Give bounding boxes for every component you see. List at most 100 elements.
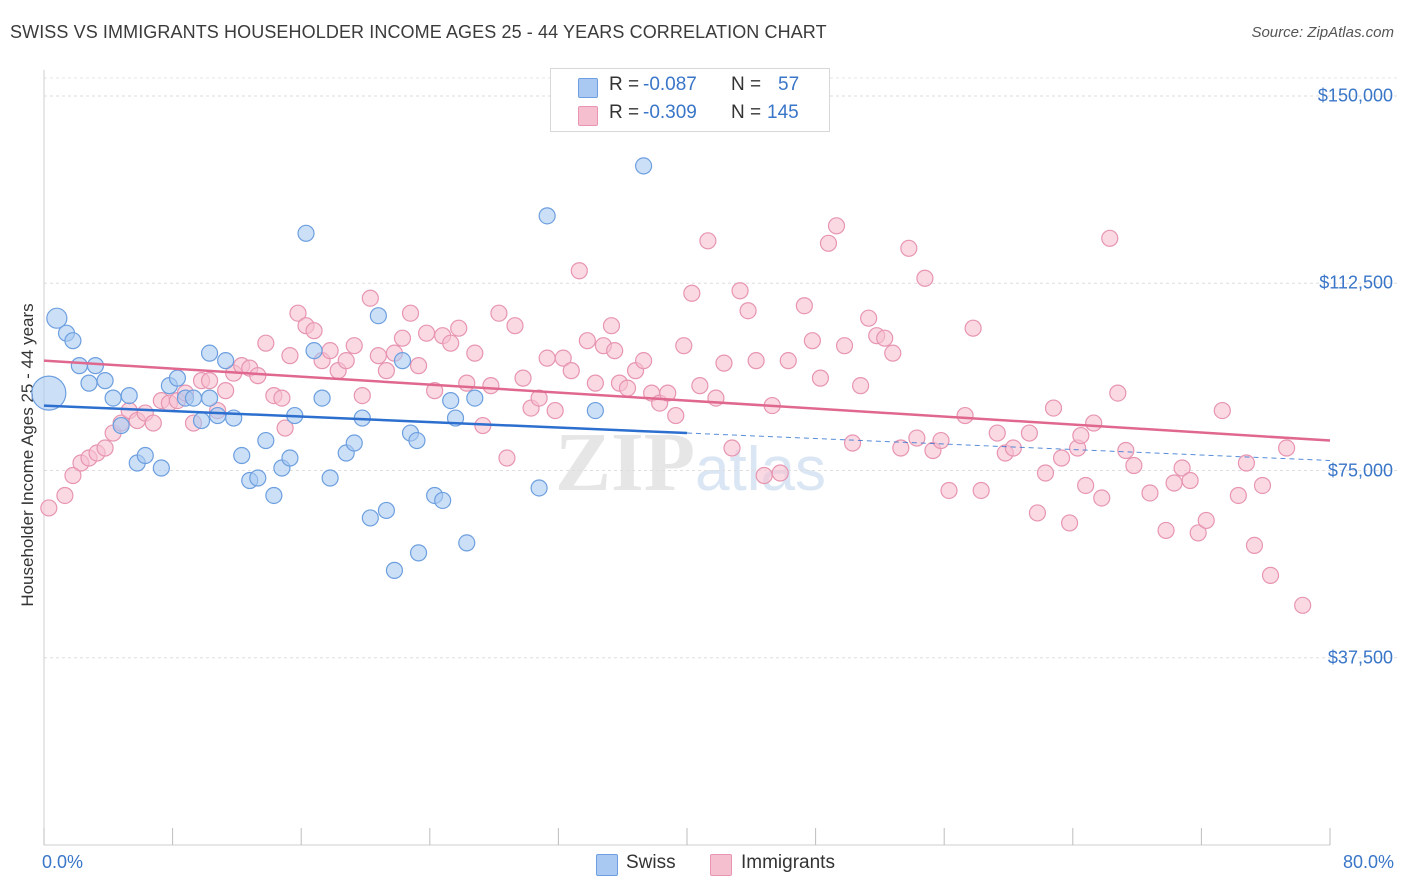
immigrants-point [345,337,363,355]
swiss-point [530,479,548,497]
immigrants-point [586,374,604,392]
immigrants-point [819,234,838,252]
immigrants-trend-line [43,359,1331,442]
immigrants-point [1197,511,1215,530]
chart-title: SWISS VS IMMIGRANTS HOUSEHOLDER INCOME A… [10,22,827,42]
immigrants-point [892,439,910,457]
immigrants-point [514,369,532,387]
immigrants-point [450,319,468,337]
immigrants-point [249,367,267,385]
immigrants-point [771,464,789,482]
immigrants-point [578,332,596,350]
swiss-point [345,434,363,452]
immigrants-point [1109,384,1127,402]
immigrants-point [40,499,58,517]
immigrants-point [337,352,355,370]
immigrants-point [353,387,371,405]
immigrants-point [1052,449,1071,467]
swiss-point [281,449,299,467]
swiss-trend-line [43,404,688,435]
immigrants-point [843,434,862,452]
immigrants-point [1173,459,1191,477]
swiss-point [96,372,114,390]
swiss-point [369,307,387,325]
immigrants-point [1229,486,1247,505]
immigrants-point [916,269,934,287]
immigrants-point [409,357,428,375]
immigrants-point [1044,399,1063,417]
immigrants-point [369,347,387,365]
immigrants-point [96,439,114,457]
swiss-point [586,401,604,420]
y-tick-label: $75,000 [1327,460,1393,480]
immigrants-point [884,344,902,362]
swiss-point [361,509,379,527]
immigrants-point [442,334,460,352]
immigrants-legend-icon [710,854,732,876]
immigrants-point [972,481,990,500]
swiss-point [112,416,130,435]
swiss-point [184,389,203,407]
stats-legend: R = -0.087 N = 57 R = -0.309 N = 145 [550,68,830,132]
swiss-point [64,332,82,350]
immigrants-point [988,424,1006,442]
immigrants-point [1036,464,1055,482]
immigrants-n-label: N = [731,102,762,123]
immigrants-point [723,439,741,457]
immigrants-point [852,377,870,395]
swiss-point [104,389,122,407]
swiss-point [200,344,219,362]
swiss-point [305,342,323,360]
immigrants-point [964,319,982,337]
immigrants-points [40,217,1312,614]
x-tick-min: 0.0% [42,852,84,872]
immigrants-point [570,262,588,280]
swiss-point [321,469,339,487]
immigrants-point [602,317,621,335]
trend-lines [43,359,1331,462]
immigrants-point [200,372,219,390]
swiss-point [538,207,556,225]
immigrants-point [546,401,564,420]
swiss-point [377,501,395,520]
immigrants-point [466,344,484,362]
swiss-point [70,357,88,375]
immigrants-point [1093,489,1111,507]
swiss-point [80,374,98,392]
swiss-point [385,561,404,579]
immigrants-point [289,304,307,322]
y-tick-label: $150,000 [1317,85,1393,106]
immigrants-point [321,342,339,360]
immigrants-point [1101,229,1119,247]
immigrants-point [795,297,813,315]
immigrants-point [932,431,950,450]
immigrants-point [835,337,854,355]
immigrants-point [667,406,685,425]
immigrants-point [1125,456,1143,475]
swiss-point [458,534,476,552]
immigrants-point [779,352,797,370]
immigrants-point [811,369,830,387]
swiss-point [233,446,251,465]
swiss-point [408,431,426,450]
immigrants-point [490,304,508,322]
swiss-point [136,446,154,465]
immigrants-point [1277,439,1296,457]
immigrants-point [1165,474,1183,492]
swiss-point [257,431,275,450]
swiss-point [86,357,105,375]
immigrants-point [217,382,235,400]
swiss-point [192,411,211,430]
immigrants-point [1253,476,1272,495]
immigrants-point [417,324,436,342]
swiss-point [120,387,138,405]
immigrants-point [1004,439,1022,457]
immigrants-point [659,384,677,402]
immigrants-point [803,332,821,350]
immigrants-point [1213,401,1231,420]
swiss-point [434,491,452,510]
swiss-r-label: R = [609,74,640,95]
axes [43,70,1331,846]
immigrants-n-value: 145 [767,102,799,123]
immigrants-r-value: -0.309 [643,102,697,123]
